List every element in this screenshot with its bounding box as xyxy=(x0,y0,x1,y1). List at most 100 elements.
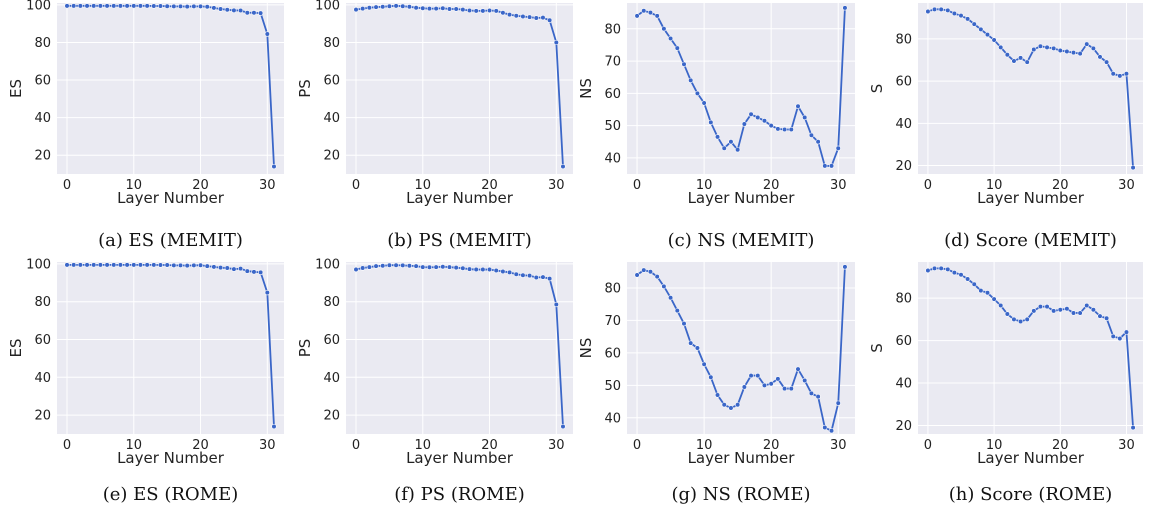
y-tick-label: 70 xyxy=(604,314,621,329)
data-point xyxy=(708,374,714,380)
data-point xyxy=(111,262,117,268)
chart-panel-6: 0 10 20 30 40 50 60 70 80 Layer Number NS (g) NS (R… xyxy=(577,262,855,505)
data-point xyxy=(211,264,217,270)
data-point xyxy=(708,119,714,125)
x-tick-label: 10 xyxy=(126,438,143,453)
data-point xyxy=(1017,318,1024,325)
data-point xyxy=(1097,313,1103,319)
data-point xyxy=(945,266,951,273)
data-point xyxy=(231,7,237,13)
data-point xyxy=(117,3,124,9)
data-point xyxy=(641,267,647,273)
plot-area xyxy=(57,3,284,174)
data-point xyxy=(1011,316,1017,322)
y-tick-label: 70 xyxy=(604,55,621,70)
x-tick-label: 0 xyxy=(352,438,360,453)
data-point xyxy=(674,45,680,51)
data-point xyxy=(925,267,931,274)
data-point xyxy=(111,3,117,9)
plot-area xyxy=(918,262,1143,434)
data-point xyxy=(527,14,533,20)
data-point xyxy=(694,345,701,351)
data-point xyxy=(271,163,277,170)
panel-caption: (c) NS (MEMIT) xyxy=(668,230,815,251)
data-point xyxy=(258,269,264,275)
data-point xyxy=(386,3,392,9)
data-point xyxy=(1070,50,1077,56)
data-point xyxy=(694,90,701,96)
data-point xyxy=(540,274,546,280)
data-point xyxy=(998,44,1004,50)
plot-area xyxy=(918,3,1143,174)
data-point xyxy=(1031,46,1037,53)
x-tick-label: 30 xyxy=(259,178,276,193)
data-point xyxy=(513,271,519,277)
data-point xyxy=(1044,44,1050,50)
data-point xyxy=(761,382,768,388)
data-point xyxy=(1011,58,1017,64)
data-point xyxy=(413,5,419,11)
data-point xyxy=(998,302,1004,309)
data-point xyxy=(971,21,977,27)
data-point xyxy=(440,264,446,270)
data-point xyxy=(91,3,97,9)
y-tick-label: 20 xyxy=(323,409,340,424)
data-point xyxy=(674,308,680,314)
data-point xyxy=(513,13,519,19)
data-point xyxy=(244,268,250,274)
data-point xyxy=(533,274,539,281)
y-axis-label: ES xyxy=(7,79,25,98)
y-tick-label: 20 xyxy=(895,419,912,434)
data-point xyxy=(634,272,640,278)
data-point xyxy=(842,5,848,11)
data-point xyxy=(788,126,794,133)
data-point xyxy=(835,400,841,406)
data-point xyxy=(131,3,137,9)
x-axis-label: Layer Number xyxy=(406,449,514,467)
data-point xyxy=(721,145,727,151)
x-tick-label: 30 xyxy=(1118,438,1135,453)
data-point xyxy=(493,267,499,274)
panel-caption: (h) Score (ROME) xyxy=(949,484,1113,505)
y-tick-label: 100 xyxy=(315,0,340,13)
data-point xyxy=(781,126,788,133)
y-axis-label: S xyxy=(868,84,886,94)
data-point xyxy=(353,6,359,13)
y-tick-label: 80 xyxy=(323,295,340,310)
x-tick-label: 0 xyxy=(352,178,360,193)
data-point xyxy=(184,3,190,10)
y-tick-label: 60 xyxy=(34,74,51,89)
y-tick-label: 50 xyxy=(604,119,621,134)
data-point xyxy=(97,262,103,268)
x-tick-label: 0 xyxy=(63,438,71,453)
data-point xyxy=(486,7,493,14)
data-point xyxy=(520,272,526,278)
data-point xyxy=(553,301,559,308)
data-point xyxy=(540,15,546,21)
data-point xyxy=(828,428,835,434)
data-point xyxy=(1057,47,1063,54)
data-point xyxy=(1017,55,1024,61)
x-axis-label: Layer Number xyxy=(688,449,796,467)
data-point xyxy=(978,288,984,294)
x-tick-label: 10 xyxy=(415,178,432,193)
x-tick-label: 30 xyxy=(548,438,565,453)
data-point xyxy=(264,31,270,37)
data-point xyxy=(661,283,667,289)
data-point xyxy=(1130,165,1136,171)
data-point xyxy=(1051,45,1057,51)
data-point xyxy=(1051,308,1057,314)
y-tick-label: 20 xyxy=(323,149,340,164)
data-point xyxy=(688,77,694,84)
data-point xyxy=(1117,335,1123,342)
data-point xyxy=(380,4,386,10)
data-point xyxy=(775,126,781,132)
y-axis-label: S xyxy=(868,343,886,353)
data-point xyxy=(681,61,687,67)
data-point xyxy=(527,273,533,279)
data-point xyxy=(177,262,184,269)
data-point xyxy=(634,13,640,19)
data-point xyxy=(151,3,157,9)
data-point xyxy=(795,103,801,109)
data-point xyxy=(560,423,566,430)
